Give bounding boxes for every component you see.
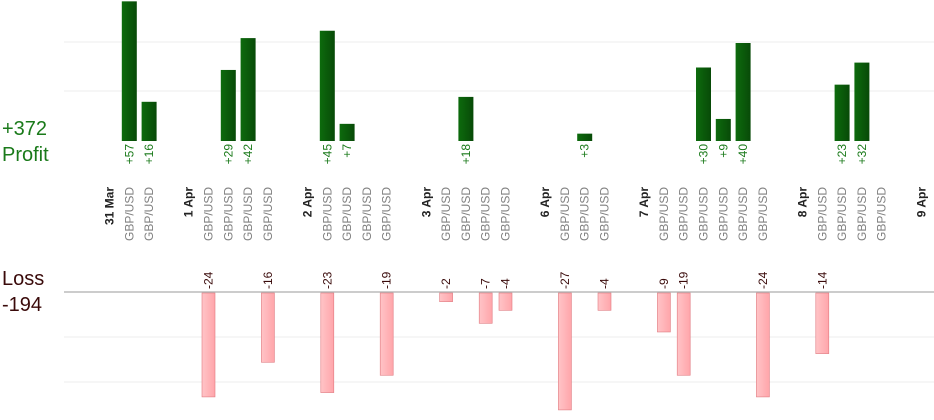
loss-bar bbox=[815, 292, 830, 354]
pair-label: GBP/USD bbox=[736, 187, 750, 241]
profit-bar bbox=[121, 1, 137, 141]
date-label: 31 Mar bbox=[103, 187, 117, 225]
profit-value-label: +42 bbox=[241, 144, 255, 165]
profit-value-label: +23 bbox=[835, 144, 849, 165]
pair-label: GBP/USD bbox=[677, 187, 691, 241]
loss-label: Loss bbox=[2, 268, 45, 290]
profit-bar bbox=[141, 101, 157, 141]
pair-label: GBP/USD bbox=[716, 187, 730, 241]
loss-value-label: -9 bbox=[657, 278, 671, 289]
loss-bar bbox=[261, 292, 275, 363]
date-label: 3 Apr bbox=[419, 187, 433, 218]
pair-label: GBP/USD bbox=[875, 187, 889, 241]
loss-bar bbox=[320, 292, 335, 393]
loss-bar bbox=[756, 292, 770, 398]
loss-bar bbox=[676, 292, 691, 376]
profit-value-label: +57 bbox=[122, 144, 136, 165]
date-label: 8 Apr bbox=[796, 187, 810, 218]
profit-value-label: +18 bbox=[459, 144, 473, 165]
pair-label: GBP/USD bbox=[261, 187, 275, 241]
pair-label: GBP/USD bbox=[439, 187, 453, 241]
loss-value-label: -4 bbox=[598, 278, 612, 289]
loss-value-label: -24 bbox=[756, 271, 770, 289]
pair-label: GBP/USD bbox=[241, 187, 255, 241]
profit-bar bbox=[240, 38, 256, 141]
profit-value-label: +9 bbox=[716, 144, 730, 158]
loss-value-label: -23 bbox=[320, 271, 334, 289]
profit-bar bbox=[696, 67, 711, 141]
loss-value-label: -2 bbox=[439, 278, 453, 289]
pair-label: GBP/USD bbox=[815, 187, 829, 241]
loss-bar bbox=[558, 292, 572, 411]
date-label: 6 Apr bbox=[538, 187, 552, 218]
pair-label: GBP/USD bbox=[340, 187, 354, 241]
profit-bar bbox=[220, 69, 236, 141]
date-label: 9 Apr bbox=[914, 187, 928, 218]
loss-total: -194 bbox=[2, 294, 43, 316]
profit-value-label: +3 bbox=[578, 144, 592, 158]
profit-value-label: +30 bbox=[697, 144, 711, 165]
profit-total: +372 bbox=[2, 118, 48, 140]
profit-value-label: +16 bbox=[142, 144, 156, 165]
pair-label: GBP/USD bbox=[380, 187, 394, 241]
pair-label: GBP/USD bbox=[142, 187, 156, 241]
pair-label: GBP/USD bbox=[221, 187, 235, 241]
profit-bar bbox=[458, 96, 474, 141]
pair-label: GBP/USD bbox=[479, 187, 493, 241]
loss-value-label: -4 bbox=[499, 278, 513, 289]
pair-label: GBP/USD bbox=[578, 187, 592, 241]
pair-label: GBP/USD bbox=[320, 187, 334, 241]
pair-label: GBP/USD bbox=[756, 187, 770, 241]
loss-bar bbox=[379, 292, 394, 376]
pair-label: GBP/USD bbox=[657, 187, 671, 241]
profit-bar bbox=[319, 30, 335, 141]
pair-label: GBP/USD bbox=[122, 187, 136, 241]
loss-value-label: -24 bbox=[202, 271, 216, 289]
pair-label: GBP/USD bbox=[459, 187, 473, 241]
loss-value-label: -19 bbox=[380, 271, 394, 289]
loss-value-label: -16 bbox=[261, 271, 275, 289]
pair-label: GBP/USD bbox=[697, 187, 711, 241]
profit-bar bbox=[834, 84, 850, 141]
pair-label: GBP/USD bbox=[499, 187, 513, 241]
profit-bar bbox=[577, 133, 593, 141]
loss-bar bbox=[478, 292, 493, 324]
pair-label: GBP/USD bbox=[202, 187, 216, 241]
profit-value-label: +29 bbox=[221, 144, 235, 165]
loss-value-label: -27 bbox=[558, 271, 572, 289]
profit-value-label: +32 bbox=[855, 144, 869, 165]
loss-bar bbox=[201, 292, 216, 398]
loss-value-label: -19 bbox=[677, 271, 691, 289]
loss-bar bbox=[439, 292, 453, 302]
loss-bar bbox=[657, 292, 671, 333]
profit-bar bbox=[735, 43, 751, 141]
profit-value-label: +7 bbox=[340, 144, 354, 158]
pair-label: GBP/USD bbox=[558, 187, 572, 241]
profit-value-label: +40 bbox=[736, 144, 750, 165]
loss-bar bbox=[597, 292, 612, 311]
loss-value-label: -7 bbox=[479, 278, 493, 289]
profit-bar bbox=[339, 123, 355, 141]
loss-value-label: -14 bbox=[815, 271, 829, 289]
pair-label: GBP/USD bbox=[598, 187, 612, 241]
profit-bar bbox=[854, 62, 870, 141]
profit-bar bbox=[715, 118, 731, 141]
pair-label: GBP/USD bbox=[835, 187, 849, 241]
pair-label: GBP/USD bbox=[855, 187, 869, 241]
loss-bar bbox=[498, 292, 513, 311]
date-label: 2 Apr bbox=[301, 187, 315, 218]
date-label: 1 Apr bbox=[182, 187, 196, 218]
date-label: 7 Apr bbox=[637, 187, 651, 218]
profit-value-label: +45 bbox=[320, 144, 334, 165]
pair-label: GBP/USD bbox=[360, 187, 374, 241]
profit-label: Profit bbox=[2, 144, 49, 166]
